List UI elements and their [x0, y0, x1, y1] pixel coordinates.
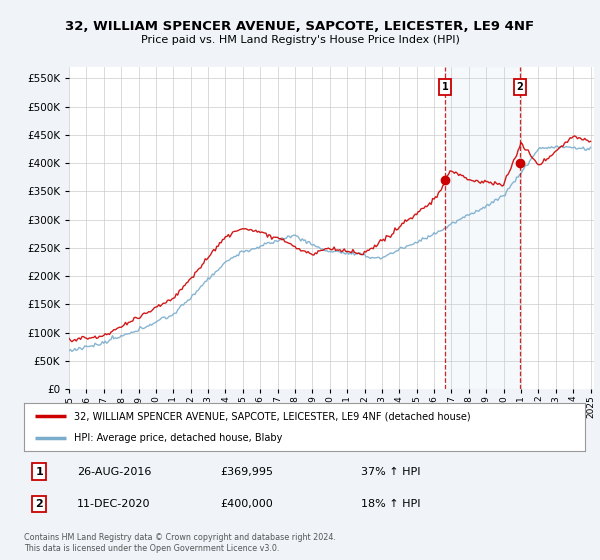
Bar: [445, 67, 520, 389]
Text: 32, WILLIAM SPENCER AVENUE, SAPCOTE, LEICESTER, LE9 4NF (detached house): 32, WILLIAM SPENCER AVENUE, SAPCOTE, LEI…: [74, 411, 471, 421]
Text: 37% ↑ HPI: 37% ↑ HPI: [361, 467, 420, 477]
Text: 18% ↑ HPI: 18% ↑ HPI: [361, 499, 420, 509]
Text: Contains HM Land Registry data © Crown copyright and database right 2024.
This d: Contains HM Land Registry data © Crown c…: [24, 533, 336, 553]
Text: £369,995: £369,995: [220, 467, 274, 477]
Text: 1: 1: [35, 467, 43, 477]
Text: 2: 2: [35, 499, 43, 509]
Text: 2: 2: [517, 82, 523, 92]
Text: HPI: Average price, detached house, Blaby: HPI: Average price, detached house, Blab…: [74, 433, 283, 443]
Text: Price paid vs. HM Land Registry's House Price Index (HPI): Price paid vs. HM Land Registry's House …: [140, 35, 460, 45]
Text: 26-AUG-2016: 26-AUG-2016: [77, 467, 152, 477]
Text: £400,000: £400,000: [220, 499, 273, 509]
Text: 32, WILLIAM SPENCER AVENUE, SAPCOTE, LEICESTER, LE9 4NF: 32, WILLIAM SPENCER AVENUE, SAPCOTE, LEI…: [65, 20, 535, 32]
Text: 11-DEC-2020: 11-DEC-2020: [77, 499, 151, 509]
Text: 1: 1: [442, 82, 449, 92]
